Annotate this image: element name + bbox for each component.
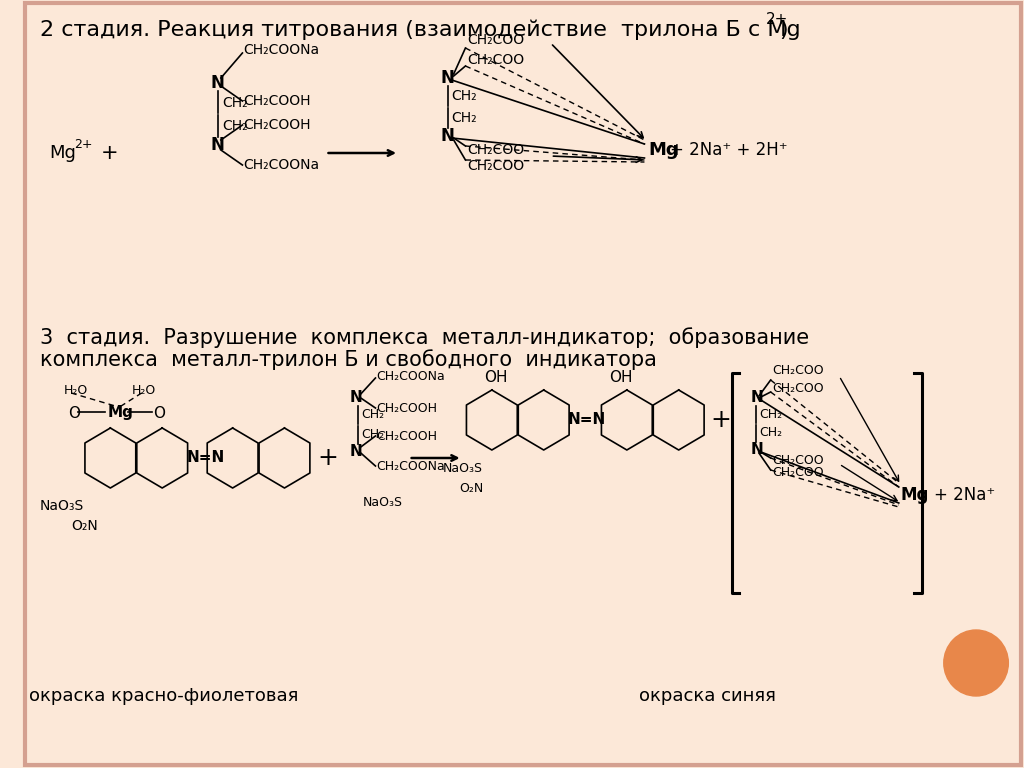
- Text: CH₂COO: CH₂COO: [467, 53, 524, 67]
- Text: NaO₃S: NaO₃S: [40, 499, 84, 513]
- Text: N=N: N=N: [186, 451, 225, 465]
- Text: + 2Na⁺: + 2Na⁺: [934, 486, 995, 504]
- Text: CH₂COOH: CH₂COOH: [244, 118, 311, 132]
- Text: N: N: [751, 442, 764, 458]
- Text: CH₂COOH: CH₂COOH: [377, 402, 437, 415]
- Text: CH₂: CH₂: [759, 409, 782, 422]
- Text: CH₂COO: CH₂COO: [772, 382, 824, 395]
- Text: + 2Na⁺ + 2H⁺: + 2Na⁺ + 2H⁺: [670, 141, 787, 159]
- Text: N: N: [210, 136, 224, 154]
- Text: OH: OH: [484, 370, 508, 386]
- Text: O: O: [69, 406, 80, 421]
- Text: N=N: N=N: [567, 412, 605, 428]
- Text: 2+: 2+: [766, 12, 788, 28]
- Text: окраска синяя: окраска синяя: [639, 687, 775, 705]
- Text: CH₂COO: CH₂COO: [467, 159, 524, 173]
- Text: CH₂: CH₂: [360, 409, 384, 422]
- Text: 3  стадия.  Разрушение  комплекса  металл-индикатор;  образование: 3 стадия. Разрушение комплекса металл-ин…: [40, 328, 809, 349]
- Text: +: +: [100, 143, 118, 163]
- Text: ): ): [779, 20, 788, 40]
- FancyBboxPatch shape: [26, 3, 1021, 765]
- Text: CH₂COO: CH₂COO: [467, 33, 524, 47]
- Text: NaO₃S: NaO₃S: [443, 462, 483, 475]
- Text: CH₂: CH₂: [452, 89, 477, 103]
- Text: 2 стадия. Реакция титрования (взаимодействие  трилона Б с Mg: 2 стадия. Реакция титрования (взаимодейс…: [40, 20, 801, 40]
- Text: CH₂COONa: CH₂COONa: [244, 43, 319, 57]
- Text: CH₂: CH₂: [222, 96, 248, 110]
- Text: H₂O: H₂O: [63, 383, 88, 396]
- Text: CH₂COONa: CH₂COONa: [377, 459, 445, 472]
- Text: CH₂: CH₂: [759, 426, 782, 439]
- Text: N: N: [440, 127, 454, 145]
- Text: CH₂COONa: CH₂COONa: [377, 369, 445, 382]
- Text: O₂N: O₂N: [460, 482, 483, 495]
- Text: 2+: 2+: [74, 137, 92, 151]
- Text: комплекса  металл-трилон Б и свободного  индикатора: комплекса металл-трилон Б и свободного и…: [40, 349, 656, 370]
- Text: CH₂COO: CH₂COO: [772, 466, 824, 479]
- Circle shape: [944, 630, 1009, 696]
- Text: +: +: [317, 446, 338, 470]
- Text: +: +: [711, 408, 731, 432]
- Text: N: N: [350, 445, 362, 459]
- Text: окраска красно-фиолетовая: окраска красно-фиолетовая: [30, 687, 299, 705]
- Text: Mg: Mg: [901, 486, 929, 504]
- Text: Mg: Mg: [50, 144, 77, 162]
- Text: CH₂: CH₂: [360, 429, 384, 442]
- Text: N: N: [350, 390, 362, 406]
- Text: H₂O: H₂O: [132, 383, 156, 396]
- Text: CH₂COO: CH₂COO: [772, 363, 824, 376]
- Text: N: N: [210, 74, 224, 92]
- Text: N: N: [440, 69, 454, 87]
- Text: O: O: [154, 406, 166, 421]
- Text: CH₂: CH₂: [222, 119, 248, 133]
- Text: O₂N: O₂N: [72, 519, 98, 533]
- Text: CH₂COO: CH₂COO: [467, 143, 524, 157]
- Text: OH: OH: [609, 370, 633, 386]
- Text: Mg: Mg: [648, 141, 679, 159]
- Text: Mg: Mg: [108, 406, 133, 421]
- Text: CH₂COOH: CH₂COOH: [377, 429, 437, 442]
- Text: CH₂COOH: CH₂COOH: [244, 94, 311, 108]
- Text: CH₂COONa: CH₂COONa: [244, 158, 319, 172]
- Text: CH₂COO: CH₂COO: [772, 453, 824, 466]
- Text: CH₂: CH₂: [452, 111, 477, 125]
- Text: N: N: [751, 390, 764, 406]
- Text: NaO₃S: NaO₃S: [362, 496, 402, 509]
